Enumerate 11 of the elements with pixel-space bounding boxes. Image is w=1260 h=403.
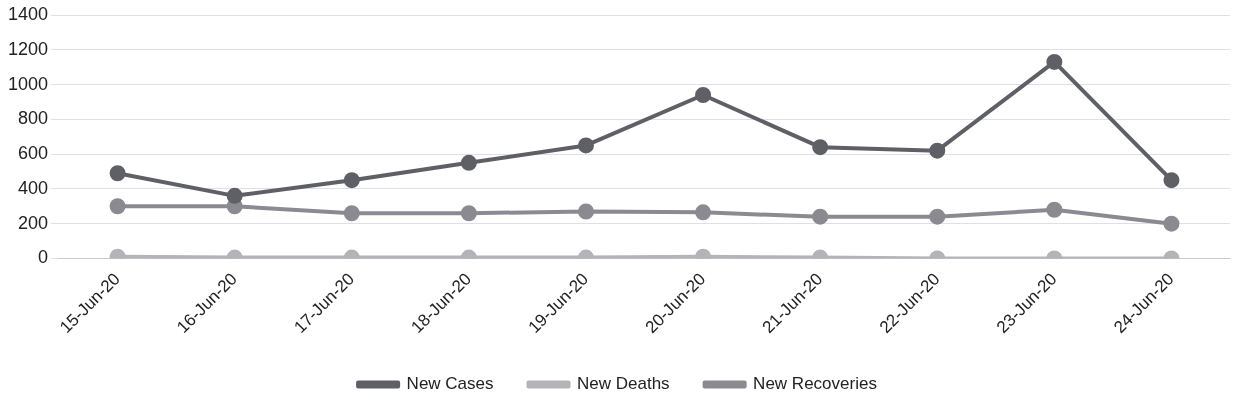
y-tick-label: 0 [38,247,49,268]
y-tick-label: 1200 [8,38,49,59]
legend-label: New Deaths [577,374,670,394]
legend-label: New Recoveries [753,374,877,394]
y-tick-label: 600 [18,143,49,164]
legend-label: New Cases [406,374,494,394]
y-tick-label: 200 [18,212,49,233]
y-tick-label: 800 [18,108,49,129]
y-tick-label: 1400 [8,3,49,24]
y-tick-label: 1000 [8,73,49,94]
y-tick-label: 400 [18,177,49,198]
